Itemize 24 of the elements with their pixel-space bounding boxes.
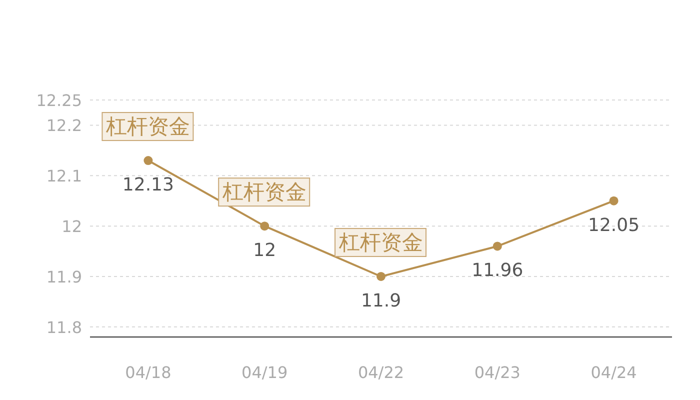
x-tick-label: 04/24 <box>590 363 637 382</box>
y-tick-label: 12.2 <box>46 116 82 136</box>
point <box>609 196 618 206</box>
y-tick-label: 11.9 <box>46 267 82 286</box>
y-tick-label: 12 <box>62 217 82 236</box>
y-tick-label: 12.1 <box>46 166 82 186</box>
point <box>376 272 386 281</box>
annotation: 杠杆资金 <box>334 228 426 257</box>
annotation: 杠杆资金 <box>218 178 310 207</box>
x-tick-label: 04/19 <box>242 363 288 382</box>
x-tick-label: 04/22 <box>358 363 404 382</box>
point <box>144 156 153 166</box>
annotation: 杠杆资金 <box>102 112 194 141</box>
y-tick-label: 12.25 <box>36 91 82 110</box>
point <box>492 242 502 251</box>
data-label: 11.96 <box>472 260 524 282</box>
data-label: 11.9 <box>360 290 402 312</box>
x-tick-label: 04/23 <box>474 363 520 382</box>
data-label: 12.05 <box>588 214 640 236</box>
y-tick-label: 11.8 <box>46 318 82 337</box>
point <box>260 222 270 231</box>
data-label: 12 <box>253 240 276 262</box>
x-tick-label: 04/18 <box>125 363 172 382</box>
data-label: 12.13 <box>122 174 174 196</box>
